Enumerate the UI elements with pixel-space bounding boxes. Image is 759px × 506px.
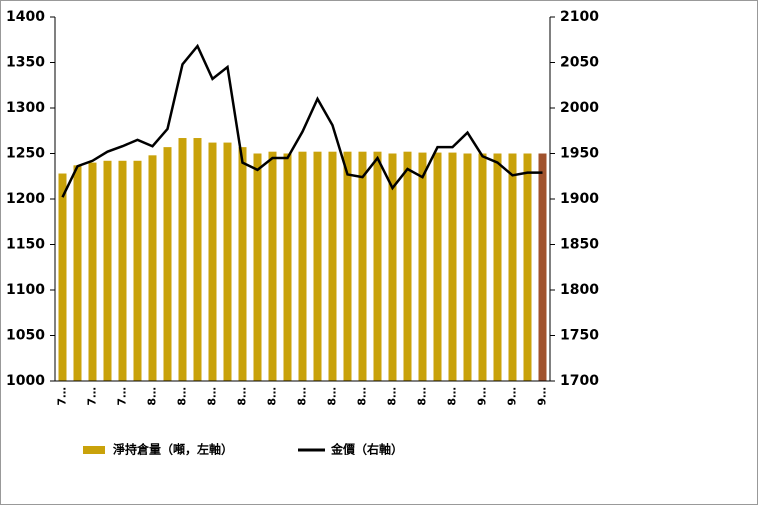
y2-tick-label: 1950: [560, 146, 599, 162]
bar: [88, 162, 97, 381]
bar: [298, 151, 307, 381]
bar: [208, 142, 217, 381]
bar: [328, 151, 337, 381]
y-tick-label: 1100: [6, 282, 45, 298]
bar: [418, 152, 427, 381]
x-tick-label: 8…: [416, 387, 429, 406]
y2-tick-label: 2100: [560, 9, 599, 25]
y2-tick-label: 1800: [560, 282, 599, 298]
y-tick-label: 1300: [6, 100, 45, 116]
legend-label: 金價（右軸）: [330, 442, 403, 457]
y2-tick-label: 2000: [560, 100, 599, 116]
bar: [313, 151, 322, 381]
x-tick-label: 8…: [206, 387, 219, 406]
bar: [118, 160, 127, 381]
bar: [73, 165, 82, 381]
bar: [238, 147, 247, 381]
line: [61, 43, 543, 198]
x-tick-label: 8…: [146, 387, 159, 406]
y-tick-label: 1350: [6, 55, 45, 71]
legend-swatch: [83, 446, 105, 454]
bar: [268, 151, 277, 381]
bar: [283, 153, 292, 381]
bar: [433, 152, 442, 381]
y-tick-label: 1400: [6, 9, 45, 25]
x-tick-label: 7…: [56, 387, 69, 406]
x-tick-label: 9…: [476, 387, 489, 406]
y-tick-label: 1050: [6, 328, 45, 344]
y-tick-label: 1000: [6, 373, 45, 389]
x-tick-label: 8…: [236, 387, 249, 406]
y2-tick-label: 2050: [560, 55, 599, 71]
x-tick-label: 8…: [296, 387, 309, 406]
x-tick-label: 9…: [536, 387, 549, 406]
y2-tick-label: 1900: [560, 191, 599, 207]
x-tick-label: 9…: [506, 387, 519, 406]
bar: [448, 152, 457, 381]
bar: [163, 147, 172, 381]
x-tick-label: 8…: [266, 387, 279, 406]
bar: [58, 173, 67, 381]
bar: [193, 138, 202, 381]
bar: [493, 153, 502, 381]
bar: [538, 153, 547, 381]
bar: [343, 151, 352, 381]
x-tick-label: 8…: [386, 387, 399, 406]
bar: [463, 153, 472, 381]
bar: [388, 153, 397, 381]
y-tick-label: 1150: [6, 237, 45, 253]
x-tick-label: 7…: [86, 387, 99, 406]
y2-tick-label: 1700: [560, 373, 599, 389]
bar: [373, 151, 382, 381]
bar: [253, 153, 262, 381]
y2-tick-label: 1850: [560, 237, 599, 253]
y-tick-label: 1250: [6, 146, 45, 162]
x-tick-label: 8…: [446, 387, 459, 406]
bar: [103, 160, 112, 381]
legend-label: 淨持倉量（噸，左軸）: [112, 442, 233, 457]
bar: [148, 155, 157, 381]
bar: [508, 153, 517, 381]
bar: [403, 151, 412, 381]
bar: [133, 160, 142, 381]
x-tick-label: 8…: [356, 387, 369, 406]
bar: [358, 151, 367, 381]
bar: [478, 153, 487, 381]
x-tick-label: 7…: [116, 387, 129, 406]
x-tick-label: 8…: [176, 387, 189, 406]
y2-tick-label: 1750: [560, 328, 599, 344]
bar: [178, 138, 187, 381]
bar: [223, 142, 232, 381]
x-tick-label: 8…: [326, 387, 339, 406]
bar: [523, 153, 532, 381]
y-tick-label: 1200: [6, 191, 45, 207]
